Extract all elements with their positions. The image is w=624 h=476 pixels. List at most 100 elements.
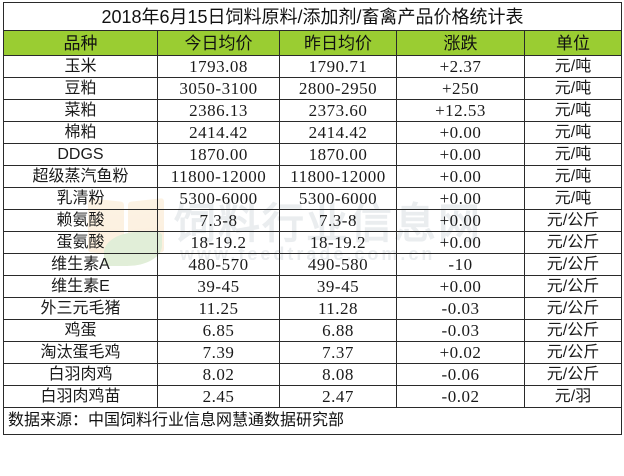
- cell-price-today: 11800-12000: [157, 165, 280, 188]
- cell-product-name: 棉粕: [3, 121, 158, 144]
- cell-unit: 元/公斤: [523, 319, 623, 342]
- cell-price-change: -0.03: [396, 319, 525, 342]
- table-row: 菜粕 2386.13 2373.60 +12.53 元/吨: [3, 99, 623, 122]
- table-row: 赖氨酸 7.3-8 7.3-8 +0.00 元/公斤: [3, 209, 623, 232]
- table-title-row: 2018年6月15日饲料原料/添加剂/畜禽产品价格统计表: [2, 2, 623, 31]
- table-row: 蛋氨酸 18-19.2 18-19.2 +0.00 元/公斤: [3, 231, 623, 254]
- cell-unit: 元/公斤: [523, 231, 623, 254]
- cell-price-today: 2414.42: [157, 121, 280, 144]
- cell-price-yesterday: 8.08: [279, 363, 397, 386]
- cell-price-yesterday: 39-45: [279, 275, 397, 298]
- cell-price-change: +0.02: [396, 341, 525, 364]
- cell-price-yesterday: 2373.60: [279, 99, 397, 122]
- cell-price-today: 1870.00: [157, 143, 280, 166]
- cell-product-name: 赖氨酸: [3, 209, 158, 232]
- column-header-today: 今日均价: [157, 30, 280, 56]
- cell-price-yesterday: 5300-6000: [279, 187, 397, 210]
- cell-price-change: +2.37: [396, 55, 525, 78]
- cell-price-change: -0.06: [396, 363, 525, 386]
- table-row: 棉粕 2414.42 2414.42 +0.00 元/吨: [3, 121, 623, 144]
- cell-price-today: 18-19.2: [157, 231, 280, 254]
- column-header-yesterday: 昨日均价: [279, 30, 397, 56]
- cell-price-change: +0.00: [396, 187, 525, 210]
- cell-unit: 元/吨: [523, 99, 623, 122]
- cell-price-change: +12.53: [396, 99, 525, 122]
- cell-product-name: 维生素E: [3, 275, 158, 298]
- cell-unit: 元/吨: [523, 187, 623, 210]
- cell-product-name: 玉米: [3, 55, 158, 78]
- cell-unit: 元/公斤: [523, 275, 623, 298]
- cell-unit: 元/公斤: [523, 363, 623, 386]
- cell-product-name: 鸡蛋: [3, 319, 158, 342]
- table-row: 维生素E 39-45 39-45 +0.00 元/公斤: [3, 275, 623, 298]
- cell-price-change: +0.00: [396, 143, 525, 166]
- cell-price-today: 6.85: [157, 319, 280, 342]
- cell-unit: 元/公斤: [523, 209, 623, 232]
- table-row: 维生素A 480-570 490-580 -10 元/公斤: [3, 253, 623, 276]
- table-row: DDGS 1870.00 1870.00 +0.00 元/吨: [3, 143, 623, 166]
- cell-product-name: 蛋氨酸: [3, 231, 158, 254]
- table-row: 白羽肉鸡苗 2.45 2.47 -0.02 元/羽: [3, 385, 623, 408]
- cell-unit: 元/公斤: [523, 341, 623, 364]
- cell-price-yesterday: 2.47: [279, 385, 397, 408]
- cell-price-change: +0.00: [396, 231, 525, 254]
- column-header-unit: 单位: [523, 30, 623, 56]
- cell-price-today: 11.25: [157, 297, 280, 320]
- cell-price-today: 2.45: [157, 385, 280, 408]
- cell-price-change: -10: [396, 253, 525, 276]
- cell-price-yesterday: 11.28: [279, 297, 397, 320]
- cell-price-today: 7.3-8: [157, 209, 280, 232]
- cell-product-name: DDGS: [3, 143, 158, 166]
- cell-unit: 元/吨: [523, 77, 623, 100]
- page-title: 2018年6月15日饲料原料/添加剂/畜禽产品价格统计表: [2, 2, 623, 31]
- cell-price-today: 480-570: [157, 253, 280, 276]
- table-row: 玉米 1793.08 1790.71 +2.37 元/吨: [3, 55, 623, 78]
- cell-price-today: 3050-3100: [157, 77, 280, 100]
- cell-price-change: +0.00: [396, 209, 525, 232]
- cell-product-name: 乳清粉: [3, 187, 158, 210]
- cell-product-name: 淘汰蛋毛鸡: [3, 341, 158, 364]
- table-row: 乳清粉 5300-6000 5300-6000 +0.00 元/吨: [3, 187, 623, 210]
- cell-unit: 元/吨: [523, 55, 623, 78]
- cell-price-yesterday: 1870.00: [279, 143, 397, 166]
- cell-product-name: 超级蒸汽鱼粉: [3, 165, 158, 188]
- table-header-row: 品种 今日均价 昨日均价 涨跌 单位: [3, 30, 623, 56]
- cell-price-today: 7.39: [157, 341, 280, 364]
- cell-price-yesterday: 1790.71: [279, 55, 397, 78]
- cell-unit: 元/吨: [523, 121, 623, 144]
- cell-price-today: 1793.08: [157, 55, 280, 78]
- cell-price-today: 39-45: [157, 275, 280, 298]
- cell-price-yesterday: 18-19.2: [279, 231, 397, 254]
- column-header-change: 涨跌: [396, 30, 525, 56]
- cell-unit: 元/吨: [523, 165, 623, 188]
- cell-product-name: 白羽肉鸡苗: [3, 385, 158, 408]
- cell-price-yesterday: 2800-2950: [279, 77, 397, 100]
- cell-price-change: +0.00: [396, 121, 525, 144]
- cell-price-yesterday: 490-580: [279, 253, 397, 276]
- table-row: 外三元毛猪 11.25 11.28 -0.03 元/公斤: [3, 297, 623, 320]
- column-header-name: 品种: [3, 30, 158, 56]
- table-source-row: 数据来源：中国饲料行业信息网慧通数据研究部: [2, 407, 623, 435]
- cell-price-yesterday: 2414.42: [279, 121, 397, 144]
- cell-unit: 元/公斤: [523, 297, 623, 320]
- price-table: 2018年6月15日饲料原料/添加剂/畜禽产品价格统计表 品种 今日均价 昨日均…: [2, 2, 623, 435]
- cell-price-today: 5300-6000: [157, 187, 280, 210]
- cell-price-change: -0.03: [396, 297, 525, 320]
- cell-price-change: +0.00: [396, 275, 525, 298]
- cell-unit: 元/吨: [523, 143, 623, 166]
- cell-price-change: +250: [396, 77, 525, 100]
- cell-product-name: 外三元毛猪: [3, 297, 158, 320]
- cell-product-name: 菜粕: [3, 99, 158, 122]
- table-row: 白羽肉鸡 8.02 8.08 -0.06 元/公斤: [3, 363, 623, 386]
- cell-price-yesterday: 6.88: [279, 319, 397, 342]
- cell-product-name: 维生素A: [3, 253, 158, 276]
- cell-price-today: 2386.13: [157, 99, 280, 122]
- cell-price-yesterday: 7.37: [279, 341, 397, 364]
- cell-unit: 元/公斤: [523, 253, 623, 276]
- table-row: 鸡蛋 6.85 6.88 -0.03 元/公斤: [3, 319, 623, 342]
- cell-price-today: 8.02: [157, 363, 280, 386]
- data-source-note: 数据来源：中国饲料行业信息网慧通数据研究部: [2, 407, 623, 435]
- cell-price-change: +0.00: [396, 165, 525, 188]
- table-row: 豆粕 3050-3100 2800-2950 +250 元/吨: [3, 77, 623, 100]
